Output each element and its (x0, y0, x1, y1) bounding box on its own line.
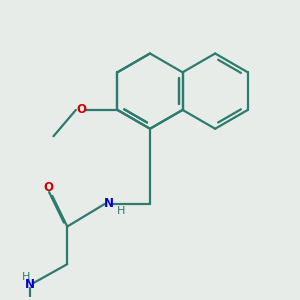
Text: N: N (103, 197, 114, 211)
Text: O: O (44, 181, 53, 194)
Text: N: N (25, 278, 34, 291)
Text: H: H (22, 272, 31, 282)
Text: H: H (117, 206, 125, 215)
Text: O: O (76, 103, 86, 116)
